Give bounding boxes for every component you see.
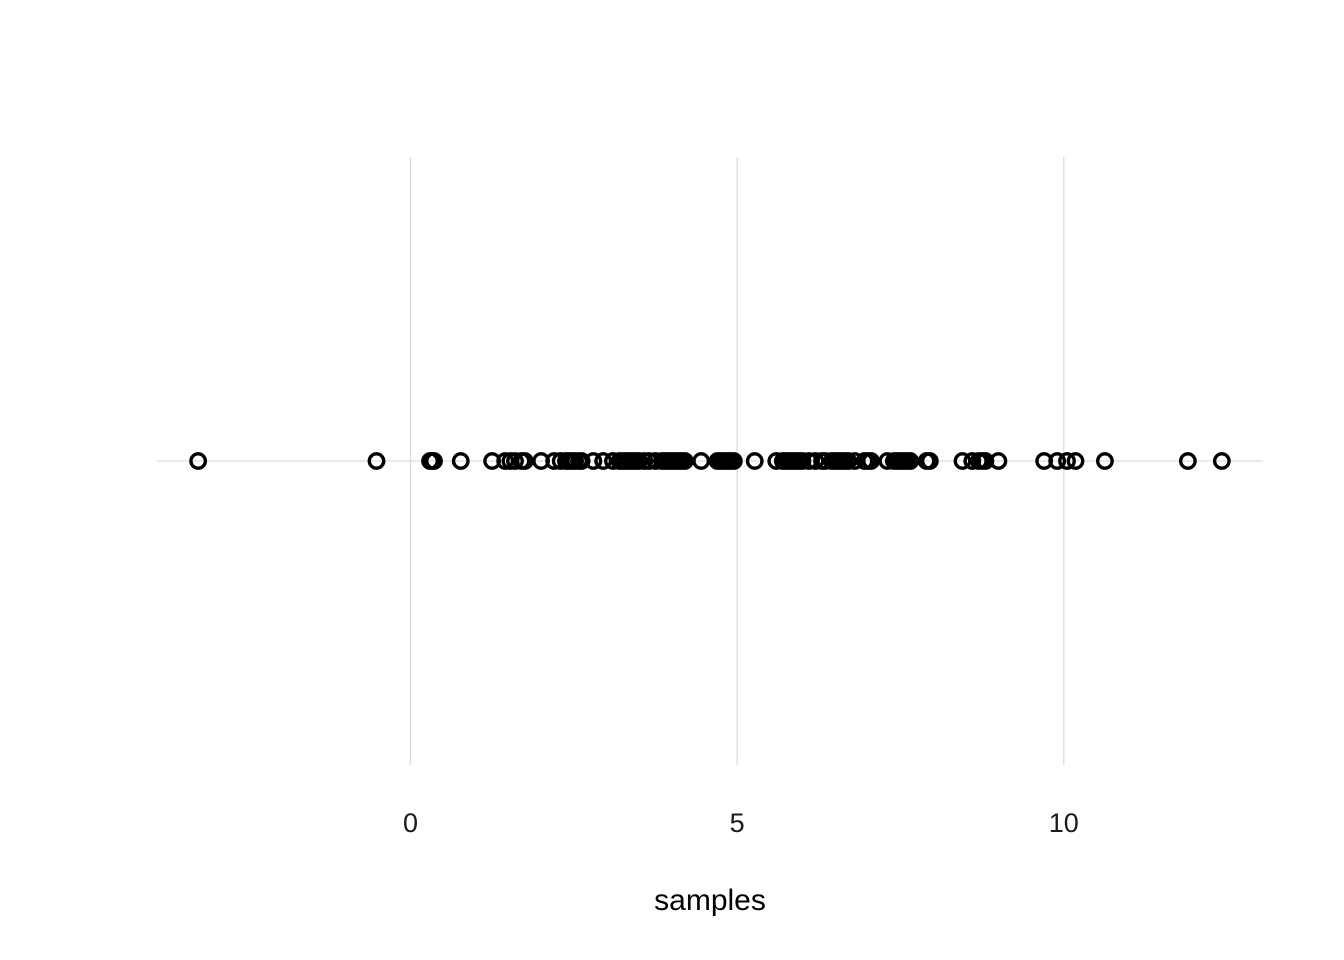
data-point xyxy=(584,452,603,470)
x-axis-tick-labels: 0 5 10 xyxy=(403,808,1079,838)
data-point xyxy=(839,452,858,470)
data-point xyxy=(594,452,613,470)
data-point xyxy=(989,452,1008,470)
data-points xyxy=(189,452,1231,470)
data-point xyxy=(1066,452,1085,470)
data-point xyxy=(515,452,534,470)
data-point xyxy=(506,452,524,470)
data-point xyxy=(862,452,880,470)
data-point xyxy=(724,452,743,470)
x-tick-label-2: 10 xyxy=(1049,808,1079,838)
x-tick-label-0: 0 xyxy=(403,808,418,838)
x-axis-title: samples xyxy=(654,884,766,917)
data-point xyxy=(367,452,386,470)
data-point xyxy=(953,452,972,470)
data-point xyxy=(1058,452,1076,470)
data-point xyxy=(675,452,694,470)
data-point xyxy=(806,452,825,470)
data-point xyxy=(451,452,470,470)
data-point xyxy=(1212,452,1231,470)
data-point xyxy=(1178,452,1197,470)
data-point xyxy=(1048,452,1067,470)
data-point xyxy=(901,452,920,470)
data-point xyxy=(692,452,711,470)
data-point xyxy=(1096,452,1114,470)
x-tick-label-1: 5 xyxy=(730,808,745,838)
data-point xyxy=(425,452,443,470)
data-point xyxy=(920,452,939,470)
data-point xyxy=(189,452,208,470)
data-point xyxy=(572,452,591,470)
data-point xyxy=(745,452,764,470)
